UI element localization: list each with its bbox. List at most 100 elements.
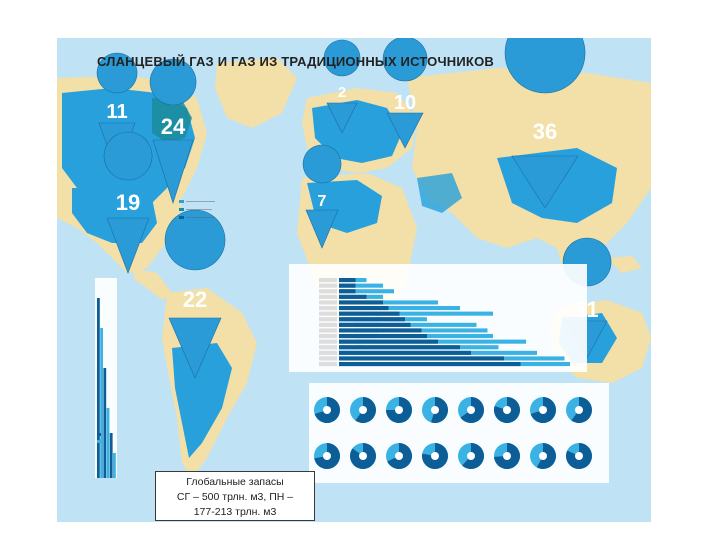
bar-category-label — [319, 328, 337, 333]
pie-slice-primary — [430, 397, 448, 423]
left-vertical-bar-chart — [95, 278, 117, 478]
pie-center — [431, 452, 439, 460]
pie-center — [539, 406, 547, 414]
pin-asia: 36 — [533, 121, 557, 143]
left-bar — [103, 368, 107, 478]
caption-line-3: 177-213 трлн. м3 — [193, 506, 277, 518]
bar-category-label — [319, 339, 337, 344]
pie-center — [575, 452, 583, 460]
pin-value: 11 — [575, 297, 599, 322]
infographic: СЛАНЦЕВЫЙ ГАЗ И ГАЗ ИЗ ТРАДИЦИОННЫХ ИСТО… — [57, 38, 651, 522]
pin-value: 22 — [182, 287, 208, 312]
bar-dark — [339, 356, 504, 361]
pins-layer — [96, 38, 612, 379]
bar-dark — [339, 278, 356, 283]
left-bar — [106, 408, 110, 478]
bar-dark — [339, 317, 405, 322]
bar-category-label — [319, 322, 337, 327]
bar-dark — [339, 289, 356, 294]
pie-center — [539, 452, 547, 460]
left-bar — [109, 433, 113, 478]
bar-chart-bars — [319, 278, 570, 367]
bar-category-label — [319, 345, 337, 350]
legend-swatch-2 — [179, 208, 184, 211]
pie-center — [431, 406, 439, 414]
bar-category-label — [319, 311, 337, 316]
bar-dark — [339, 306, 389, 311]
bar-category-label — [319, 306, 337, 311]
bar-dark — [339, 339, 438, 344]
pin-value: 11 — [106, 101, 128, 123]
caption-line-2: СГ – 500 трлн. м3, ПН – — [176, 491, 294, 503]
left-bars — [97, 298, 116, 478]
pin-value: 10 — [393, 92, 417, 114]
middle-east-shale-region — [417, 173, 462, 213]
bar-category-label — [319, 362, 337, 367]
bar-dark — [339, 311, 400, 316]
pin-middle-east-africa: 7 — [318, 193, 327, 210]
pin-europe-east: 10 — [394, 93, 416, 113]
pin-asia-marker — [504, 38, 586, 209]
left-bar — [113, 453, 116, 478]
bar-category-label — [319, 278, 337, 283]
global-reserves-caption: Глобальные запасы СГ – 500 трлн. м3, ПН … — [155, 471, 315, 521]
bar-category-label — [319, 317, 337, 322]
pie-center — [467, 406, 475, 414]
bar-dark — [339, 345, 460, 350]
greenland — [215, 58, 297, 128]
bar-dark — [339, 294, 367, 299]
bar-dark — [339, 362, 521, 367]
bar-dark — [339, 322, 411, 327]
pin-europe-north: 2 — [338, 84, 346, 101]
pin-australia: 11 — [575, 299, 598, 321]
pie-center — [359, 452, 367, 460]
bar-dark — [339, 350, 471, 355]
pie-charts — [314, 397, 592, 470]
left-legend — [97, 433, 101, 443]
legend-swatch-light — [97, 440, 101, 443]
world-map — [57, 38, 651, 522]
pie-panel-background — [309, 383, 609, 483]
left-bar — [97, 298, 100, 478]
pin-value: 36 — [532, 119, 558, 144]
bar-category-label — [319, 334, 337, 339]
pin-usa-marker — [103, 131, 153, 274]
pin-canada-marker — [149, 58, 197, 204]
bar-light — [339, 300, 438, 305]
pie-center — [503, 452, 511, 460]
pie-center — [503, 406, 511, 414]
pie-center — [359, 406, 367, 414]
pie-chart-panel — [309, 383, 609, 483]
pie-center — [323, 452, 331, 460]
legend-swatch-dark — [97, 433, 101, 436]
pin-latin-america: 22 — [183, 289, 207, 311]
south-america-shale-region — [172, 343, 232, 458]
pie-center — [395, 452, 403, 460]
bar-light — [339, 283, 383, 288]
pin-europe-north-marker — [323, 39, 361, 134]
pin-latin-america-marker — [164, 209, 226, 379]
bar-dark — [339, 283, 356, 288]
pin-alaska-canada-west: 11 — [106, 102, 127, 122]
pin-value: 24 — [160, 114, 186, 139]
bar-category-label — [319, 300, 337, 305]
caption-line-1: Глобальные запасы — [186, 476, 284, 488]
bar-light — [339, 289, 394, 294]
reserves-bar-chart — [289, 264, 587, 372]
pin-value: 2 — [337, 84, 347, 101]
pin-value: 7 — [317, 193, 327, 210]
pie-center — [467, 452, 475, 460]
pin-europe-east-marker — [382, 38, 428, 149]
pin-canada: 24 — [161, 116, 185, 138]
pie-center — [575, 406, 583, 414]
pin-usa: 19 — [116, 192, 140, 214]
bar-category-label — [319, 289, 337, 294]
pin-middle-east-africa-marker — [302, 144, 342, 249]
bar-dark — [339, 328, 422, 333]
bar-dark — [339, 334, 427, 339]
bar-category-label — [319, 283, 337, 288]
legend-swatch-1 — [179, 200, 184, 203]
bar-dark — [339, 300, 383, 305]
bar-category-label — [319, 356, 337, 361]
canada-shale-region — [152, 98, 192, 143]
